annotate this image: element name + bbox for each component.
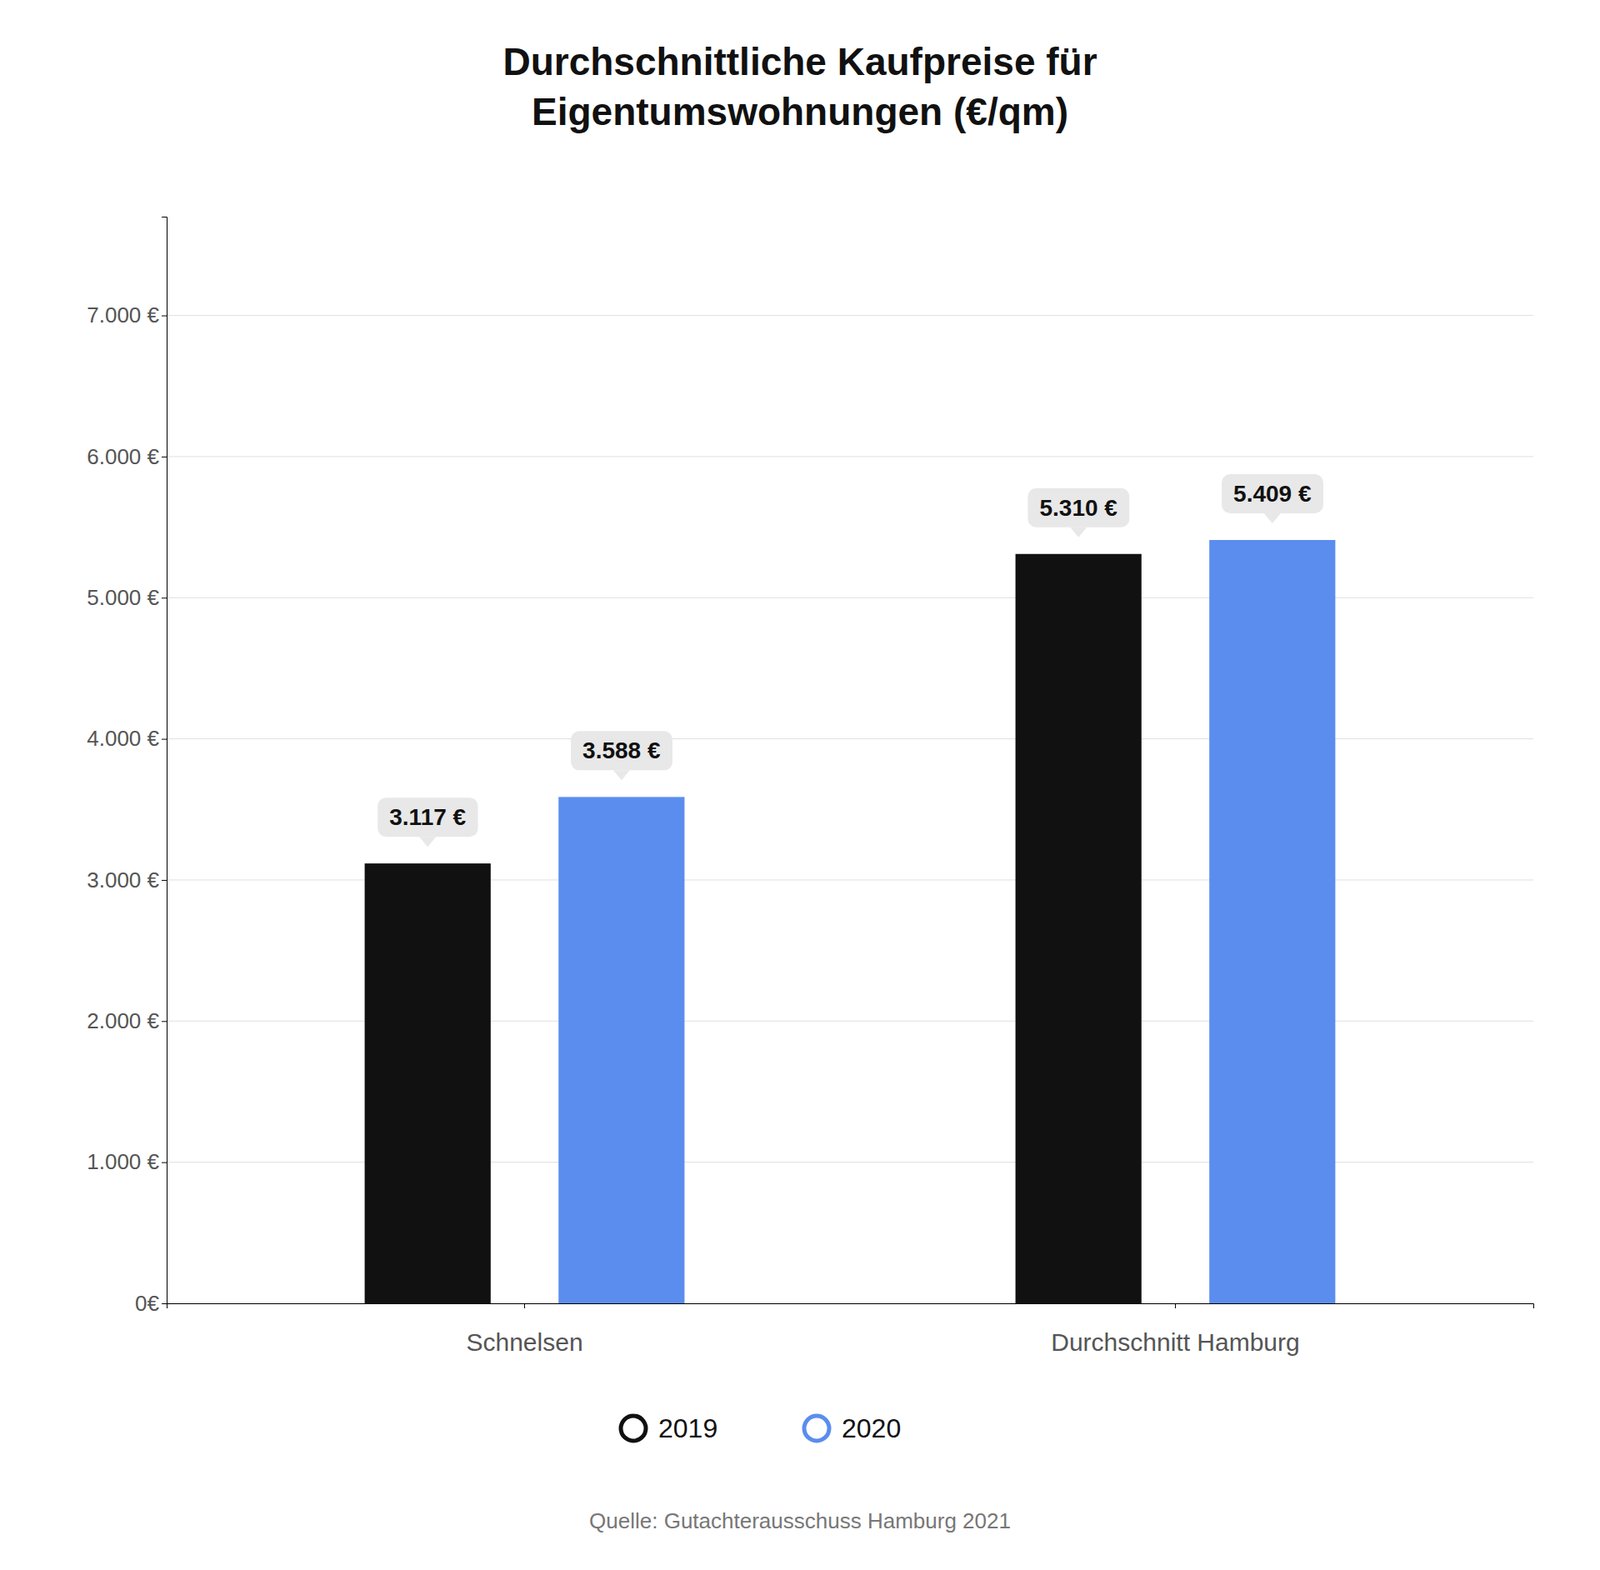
y-tick: 3.000 € [86, 867, 167, 893]
y-tick: 7.000 € [86, 302, 167, 328]
y-tick-mark [161, 739, 167, 740]
bar [1015, 554, 1142, 1304]
legend-label: 2019 [658, 1413, 718, 1444]
y-tick-label: 5.000 € [86, 585, 160, 610]
y-tick-mark [161, 1303, 167, 1305]
x-tick-label: Schnelsen [465, 1328, 583, 1356]
grid [166, 315, 1534, 1304]
y-tick-mark [161, 597, 167, 599]
data-label-box [377, 797, 478, 837]
grid-line [166, 315, 1534, 316]
data-label-box [570, 730, 673, 770]
source-note: Quelle: Gutachterausschuss Hamburg 2021 [589, 1508, 1011, 1534]
y-tick: 5.000 € [86, 585, 167, 610]
y-tick-mark [161, 315, 167, 317]
data-label: 5.409 € [1221, 474, 1324, 524]
title: Durchschnittliche Kaufpreise für Eigentum… [502, 40, 1097, 134]
data-label-pointer [419, 836, 436, 847]
data-label-pointer [1264, 513, 1281, 524]
x-tick-label: Durchschnitt Hamburg [1050, 1328, 1300, 1356]
x-tick: Schnelsen [465, 1303, 583, 1356]
data-label-text: 5.310 € [1039, 495, 1118, 521]
data-label-pointer [1070, 527, 1087, 538]
y-axis-line [161, 217, 168, 1305]
data-label-pointer [613, 770, 630, 780]
data-label-text: 3.588 € [582, 737, 661, 764]
x-axis-line [167, 1304, 1535, 1310]
y-tick-label: 6.000 € [86, 444, 160, 470]
y-tick-mark [161, 1020, 167, 1022]
data-label-box [1027, 488, 1130, 528]
data-label-box [1221, 474, 1324, 514]
y-tick: 2.000 € [86, 1008, 167, 1034]
y-tick: 4.000 € [86, 725, 167, 751]
y-tick-label: 3.000 € [86, 867, 160, 893]
bar [365, 863, 491, 1304]
bar [1209, 540, 1335, 1304]
y-tick-mark [161, 880, 167, 881]
data-label: 3.117 € [377, 797, 478, 847]
y-tick: 1.000 € [86, 1149, 167, 1175]
data-label-text: 5.409 € [1233, 480, 1312, 507]
grid-line [166, 455, 1534, 457]
y-tick-label: 4.000 € [86, 725, 160, 751]
legend-label: 2020 [841, 1413, 901, 1444]
y-tick-label: 2.000 € [86, 1008, 160, 1034]
y-tick-label: 7.000 € [86, 302, 160, 328]
y-tick-mark [161, 1162, 167, 1164]
legend: 2019 2020 [620, 1413, 901, 1444]
y-tick: 6.000 € [86, 444, 167, 470]
y-tick-mark [161, 456, 167, 458]
chart: 0€ 1.000 € 2.000 € 3.000 € 4.000 € 5.000 € 6.0… [0, 0, 1600, 1570]
data-label: 3.588 € [570, 730, 673, 780]
legend-swatch [804, 1415, 830, 1441]
title-line: Durchschnittliche Kaufpreise für [502, 40, 1097, 84]
x-axis: Schnelsen Durchschnitt Hamburg [167, 1303, 1535, 1356]
legend-swatch [620, 1415, 646, 1441]
y-axis: 0€ 1.000 € 2.000 € 3.000 € 4.000 € 5.000 € 6.0… [86, 217, 167, 1316]
x-tick-mark [524, 1303, 525, 1309]
legend-item: 2020 [804, 1413, 901, 1444]
title-line: Eigentumswohnungen (€/qm) [531, 90, 1069, 134]
data-label-text: 3.117 € [389, 804, 466, 830]
y-tick-label: 0€ [135, 1290, 160, 1316]
legend-item: 2019 [620, 1413, 718, 1444]
y-tick-label: 1.000 € [86, 1149, 160, 1175]
data-label: 5.310 € [1027, 488, 1130, 538]
x-tick: Durchschnitt Hamburg [1050, 1303, 1300, 1356]
bar [558, 796, 685, 1304]
bars [365, 540, 1336, 1304]
x-tick-mark [1175, 1303, 1176, 1309]
y-tick: 0€ [135, 1290, 167, 1316]
data-labels: 3.117 € 5.310 € 3.588 € 5.409 € [377, 474, 1324, 847]
